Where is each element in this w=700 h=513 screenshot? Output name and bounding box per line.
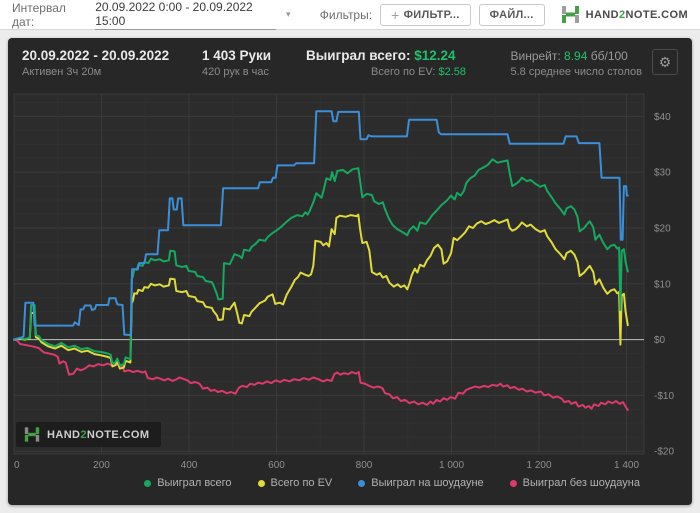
avg-tables: 5.8 среднее число столов (510, 66, 642, 78)
hands-per-hour: 420 рук в час (202, 66, 270, 78)
watermark-text: HAND2NOTE.COM (47, 428, 150, 441)
legend-label: Всего по EV (270, 477, 333, 489)
add-filter-button[interactable]: + ФИЛЬТР... (380, 3, 471, 26)
plot-area (13, 93, 645, 455)
ev-value: $2.58 (438, 66, 466, 78)
x-tick-label: 800 (356, 460, 373, 471)
settings-button[interactable]: ⚙ (652, 49, 678, 75)
hands-count: 1 403 Руки (202, 48, 272, 63)
chart-canvas: $40 $30 $20 $10 $0 -$10 -$20 0 200 400 600 800 1 000… (13, 93, 674, 471)
filters-label: Фильтры: (319, 7, 373, 22)
legend-dot-icon (509, 479, 517, 487)
brand-text: HAND2NOTE.COM (585, 8, 689, 21)
legend-label: Выиграл на шоудауне (371, 477, 484, 489)
legend-label: Выиграл всего (157, 477, 232, 489)
winrate-line: Винрейт: 8.94 бб/100 (510, 49, 628, 63)
date-interval-field[interactable]: 20.09.2022 0:00 - 20.09.2022 15:00 (95, 0, 276, 30)
series-line-2 (13, 110, 629, 341)
ev-line: Всего по EV: $2.58 (371, 66, 466, 78)
x-tick-label: 1 000 (439, 460, 464, 471)
x-tick-label: 200 (93, 460, 110, 471)
legend-label: Выиграл без шоудауна (522, 477, 640, 489)
stats-header: 20.09.2022 - 20.09.2022 Активен 3ч 20м 1… (8, 38, 692, 90)
winnings-chart: $40 $30 $20 $10 $0 -$10 -$20 0 200 400 600 800 1 000… (8, 90, 692, 471)
chart-watermark: HAND2NOTE.COM (16, 422, 162, 447)
hand2note-logo: HAND2NOTE.COM (561, 6, 688, 23)
won-total-line: Выиграл всего: $12.24 (306, 48, 456, 63)
legend-item-1[interactable]: Всего по EV (257, 477, 333, 489)
x-tick-label: 400 (181, 460, 198, 471)
series-line-1 (13, 213, 629, 370)
legend-item-2[interactable]: Выиграл на шоудауне (358, 477, 484, 489)
legend-item-3[interactable]: Выиграл без шоудауна (509, 477, 640, 489)
gear-icon: ⚙ (658, 54, 672, 70)
y-tick-label: $30 (654, 168, 671, 179)
h2n-logo-icon (561, 6, 579, 23)
y-tick-label: -$10 (654, 391, 674, 402)
date-range-value: 20.09.2022 - 20.09.2022 (22, 48, 170, 63)
stat-hands: 1 403 Руки 420 рук в час (202, 47, 306, 80)
legend-dot-icon (358, 479, 366, 487)
chart-legend: Выиграл всего Всего по EV Выиграл на шоуда… (8, 471, 692, 489)
y-tick-label: $20 (654, 224, 671, 235)
h2n-watermark-icon (24, 427, 40, 442)
file-button[interactable]: ФАЙЛ... (478, 3, 545, 26)
x-tick-label: 1 200 (526, 460, 551, 471)
y-tick-label: $0 (654, 335, 666, 346)
y-tick-label: -$20 (654, 447, 674, 458)
y-tick-label: $10 (654, 279, 671, 290)
x-tick-label: 1 400 (614, 460, 639, 471)
legend-item-0[interactable]: Выиграл всего (144, 477, 232, 489)
x-tick-label: 600 (268, 460, 285, 471)
session-report-panel: 20.09.2022 - 20.09.2022 Активен 3ч 20м 1… (8, 38, 692, 505)
winrate-value: 8.94 (564, 49, 588, 63)
stat-winrate: Винрейт: 8.94 бб/100 5.8 среднее число с… (510, 47, 642, 80)
interval-label: Интервал дат: (12, 0, 66, 29)
x-tick-label: 0 (14, 460, 20, 471)
stat-date-range: 20.09.2022 - 20.09.2022 Активен 3ч 20м (22, 47, 202, 80)
won-total-value: $12.24 (414, 48, 456, 63)
chevron-down-icon[interactable]: ▾ (286, 9, 291, 19)
stat-won-total: Выиграл всего: $12.24 Всего по EV: $2.58 (306, 47, 474, 80)
active-time: Активен 3ч 20м (22, 66, 102, 78)
series-line-3 (13, 338, 629, 411)
legend-dot-icon (257, 479, 265, 487)
top-toolbar: Интервал дат: 20.09.2022 0:00 - 20.09.20… (0, 0, 700, 30)
y-tick-label: $40 (654, 112, 671, 123)
legend-dot-icon (144, 479, 152, 487)
plus-icon: + (391, 6, 400, 23)
